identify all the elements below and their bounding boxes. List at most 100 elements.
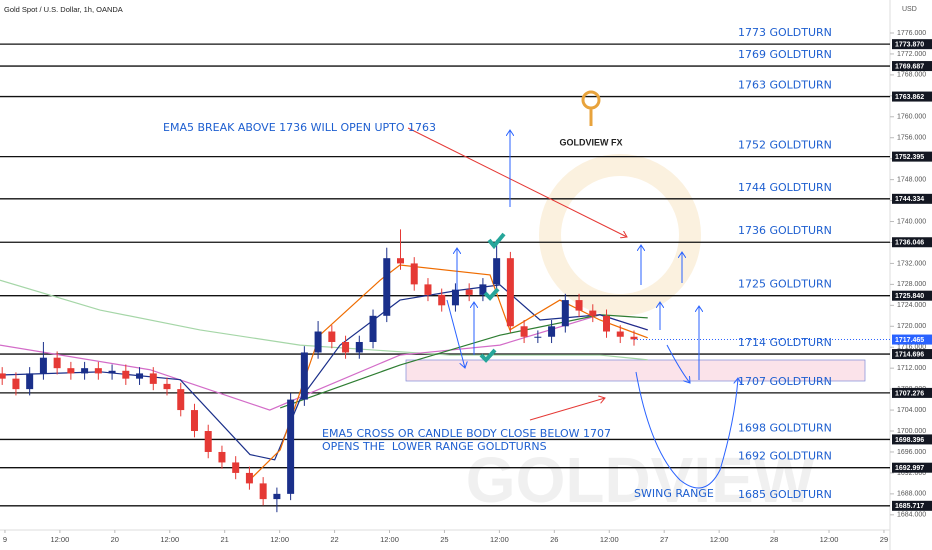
annotation: EMA5 CROSS OR CANDLE BODY CLOSE BELOW 17… <box>322 427 611 440</box>
x-tick-label: 25 <box>440 535 448 544</box>
check-mark <box>487 232 506 250</box>
level-label: 1707 GOLDTURN <box>738 375 832 388</box>
x-tick-label: 12:00 <box>600 535 619 544</box>
candle-body <box>616 331 624 337</box>
candle-body <box>0 373 6 379</box>
price-tag <box>892 290 932 301</box>
candle-body <box>190 410 198 432</box>
level-label: 1736 GOLDTURN <box>738 224 832 237</box>
price-tag <box>892 193 932 204</box>
x-tick-label: 29 <box>880 535 888 544</box>
price-tag <box>892 462 932 473</box>
level-label: 1685 GOLDTURN <box>738 488 832 501</box>
candle-body <box>12 378 20 390</box>
candle-body <box>232 462 240 473</box>
candle-body <box>67 368 75 374</box>
price-tag-label: 1707.276 <box>895 390 924 397</box>
candle-body <box>506 258 514 327</box>
y-tick-label: 1728.000 <box>897 281 926 288</box>
candle-body <box>603 315 611 332</box>
level-label: 1698 GOLDTURN <box>738 421 832 434</box>
price-tag <box>892 39 932 50</box>
arrow <box>666 344 690 383</box>
candle-body <box>465 289 473 295</box>
candle-body <box>534 336 542 338</box>
price-tag <box>892 349 932 360</box>
current-price-label: 1717.465 <box>895 337 924 344</box>
range-zone <box>405 359 866 382</box>
check-mark <box>483 287 500 301</box>
candles <box>0 229 638 513</box>
candle-body <box>410 263 418 285</box>
watermark: GOLDVIEW <box>466 444 815 516</box>
x-tick-label: 12:00 <box>820 535 839 544</box>
y-tick-label: 1684.000 <box>897 512 926 519</box>
price-tag <box>892 91 932 102</box>
candle-body <box>26 373 34 390</box>
x-tick-label: 12:00 <box>490 535 509 544</box>
price-tag-label: 1769.687 <box>895 63 924 70</box>
x-tick-label: 12:00 <box>710 535 729 544</box>
x-tick-label: 26 <box>550 535 558 544</box>
y-tick-label: 1688.000 <box>897 491 926 498</box>
level-label: 1763 GOLDTURN <box>738 79 832 92</box>
check-mark <box>479 348 497 363</box>
candle-body <box>122 370 130 379</box>
price-tag <box>892 151 932 162</box>
candle-body <box>287 399 295 494</box>
watermark-logo <box>539 154 701 316</box>
candle-body <box>493 258 501 285</box>
y-tick-label: 1760.000 <box>897 114 926 121</box>
price-tag-label: 1714.696 <box>895 351 924 358</box>
x-tick-label: 9 <box>3 535 7 544</box>
level-label: 1744 GOLDTURN <box>738 181 832 194</box>
y-tick-label: 1768.000 <box>897 72 926 79</box>
level-label: 1692 GOLDTURN <box>738 450 832 463</box>
candle-body <box>479 284 487 295</box>
drawings <box>407 90 738 489</box>
y-tick-label: 1772.000 <box>897 51 926 58</box>
candle-body <box>136 373 144 379</box>
x-tick-label: 21 <box>221 535 229 544</box>
price-tag-label: 1763.862 <box>895 94 924 101</box>
price-tag-label: 1685.717 <box>895 503 924 510</box>
candle-body <box>451 289 459 306</box>
x-tick-label: 27 <box>660 535 668 544</box>
x-tick-label: 20 <box>111 535 119 544</box>
y-tick-label: 1740.000 <box>897 218 926 225</box>
price-tag-label: 1773.870 <box>895 41 924 48</box>
candle-body <box>218 451 226 463</box>
x-tick-label: 12:00 <box>50 535 69 544</box>
x-tick-label: 12:00 <box>380 535 399 544</box>
candle-body <box>53 357 61 369</box>
price-tag <box>892 61 932 72</box>
arrow <box>446 299 465 368</box>
indicator-line <box>0 279 648 361</box>
x-tick-label: 28 <box>770 535 778 544</box>
candle-body <box>149 373 157 384</box>
y-tick-label: 1732.000 <box>897 260 926 267</box>
y-tick-label: 1696.000 <box>897 449 926 456</box>
y-tick-label: 1748.000 <box>897 176 926 183</box>
current-price-tag <box>892 334 932 345</box>
indicator-lines <box>0 264 648 481</box>
y-tick-label: 1716.000 <box>897 344 926 351</box>
y-tick-label: 1692.000 <box>897 470 926 477</box>
candle-body <box>548 326 556 337</box>
candle-body <box>630 336 638 340</box>
indicator-line <box>0 284 648 461</box>
candle-body <box>94 368 102 374</box>
price-tag <box>892 500 932 511</box>
candle-body <box>589 310 597 316</box>
candle-body <box>108 370 116 374</box>
candle-body <box>561 300 569 327</box>
logo-text: GOLDVIEW FX <box>560 137 623 147</box>
candle-body <box>397 258 404 264</box>
y-tick-label: 1756.000 <box>897 135 926 142</box>
candle-body <box>245 472 253 484</box>
candle-body <box>383 258 391 316</box>
candle-body <box>39 357 47 374</box>
arrow <box>529 398 605 421</box>
currency: USD <box>902 6 917 13</box>
